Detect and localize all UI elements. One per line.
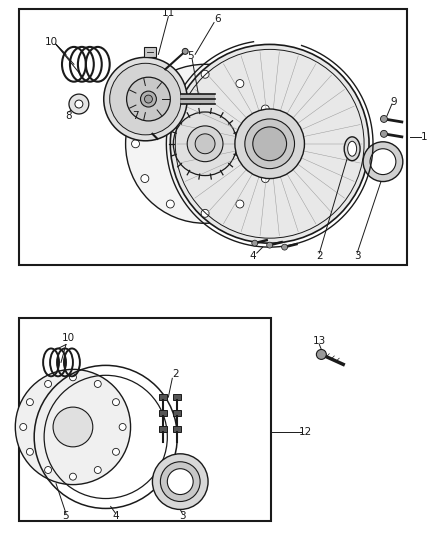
Circle shape — [145, 95, 152, 103]
Circle shape — [166, 79, 174, 87]
Circle shape — [252, 240, 258, 246]
Text: 10: 10 — [45, 37, 58, 47]
Bar — [19, 9, 407, 265]
Circle shape — [75, 100, 83, 108]
Bar — [19, 318, 271, 521]
Text: 8: 8 — [66, 111, 72, 121]
Circle shape — [15, 369, 131, 484]
Circle shape — [201, 70, 209, 78]
Text: 5: 5 — [63, 511, 69, 521]
Circle shape — [282, 244, 288, 250]
Circle shape — [45, 381, 52, 387]
Circle shape — [126, 64, 285, 223]
Circle shape — [20, 424, 27, 431]
Circle shape — [119, 424, 126, 431]
Circle shape — [141, 91, 156, 107]
Text: 5: 5 — [187, 51, 194, 61]
Circle shape — [173, 112, 237, 175]
Circle shape — [127, 77, 170, 121]
Text: 9: 9 — [391, 97, 397, 107]
Bar — [159, 426, 167, 432]
Circle shape — [113, 448, 120, 455]
Circle shape — [110, 63, 181, 135]
Circle shape — [363, 142, 403, 182]
Circle shape — [370, 149, 396, 175]
Circle shape — [45, 466, 52, 473]
Circle shape — [381, 131, 388, 138]
Text: 2: 2 — [316, 251, 323, 261]
Circle shape — [94, 466, 101, 473]
Circle shape — [182, 49, 188, 54]
Circle shape — [316, 350, 326, 359]
Circle shape — [253, 127, 286, 160]
Bar — [173, 394, 181, 400]
Text: 2: 2 — [172, 369, 179, 379]
Circle shape — [53, 407, 93, 447]
Circle shape — [261, 175, 269, 182]
Text: 6: 6 — [215, 13, 221, 23]
Bar — [159, 410, 167, 416]
Bar — [159, 394, 167, 400]
Circle shape — [267, 242, 273, 248]
Bar — [173, 426, 181, 432]
Circle shape — [195, 134, 215, 154]
Bar — [173, 410, 181, 416]
Circle shape — [235, 109, 304, 179]
Text: 1: 1 — [420, 132, 427, 142]
Circle shape — [26, 448, 33, 455]
Circle shape — [170, 44, 369, 243]
Circle shape — [381, 116, 388, 123]
Circle shape — [70, 473, 76, 480]
Text: 12: 12 — [299, 427, 312, 437]
Circle shape — [236, 200, 244, 208]
Circle shape — [166, 200, 174, 208]
Circle shape — [187, 126, 223, 161]
Ellipse shape — [344, 137, 360, 160]
Circle shape — [271, 140, 279, 148]
Text: 10: 10 — [61, 333, 74, 343]
Bar — [181, 94, 215, 104]
Circle shape — [70, 374, 76, 381]
Circle shape — [26, 399, 33, 406]
Circle shape — [141, 175, 149, 182]
Circle shape — [245, 119, 294, 168]
Circle shape — [94, 381, 101, 387]
Text: 7: 7 — [132, 111, 139, 121]
Circle shape — [104, 58, 187, 141]
Circle shape — [167, 469, 193, 495]
Circle shape — [236, 79, 244, 87]
Bar — [145, 47, 156, 58]
Text: 11: 11 — [162, 7, 175, 18]
Text: 3: 3 — [179, 511, 186, 521]
Circle shape — [201, 209, 209, 217]
Circle shape — [131, 140, 140, 148]
Circle shape — [160, 462, 200, 502]
Circle shape — [152, 454, 208, 510]
Text: 13: 13 — [313, 336, 326, 345]
Circle shape — [141, 105, 149, 113]
Ellipse shape — [348, 141, 357, 156]
Circle shape — [113, 399, 120, 406]
Text: 3: 3 — [354, 251, 360, 261]
Text: 4: 4 — [250, 251, 256, 261]
Text: 4: 4 — [113, 511, 119, 521]
Circle shape — [69, 94, 89, 114]
Circle shape — [261, 105, 269, 113]
